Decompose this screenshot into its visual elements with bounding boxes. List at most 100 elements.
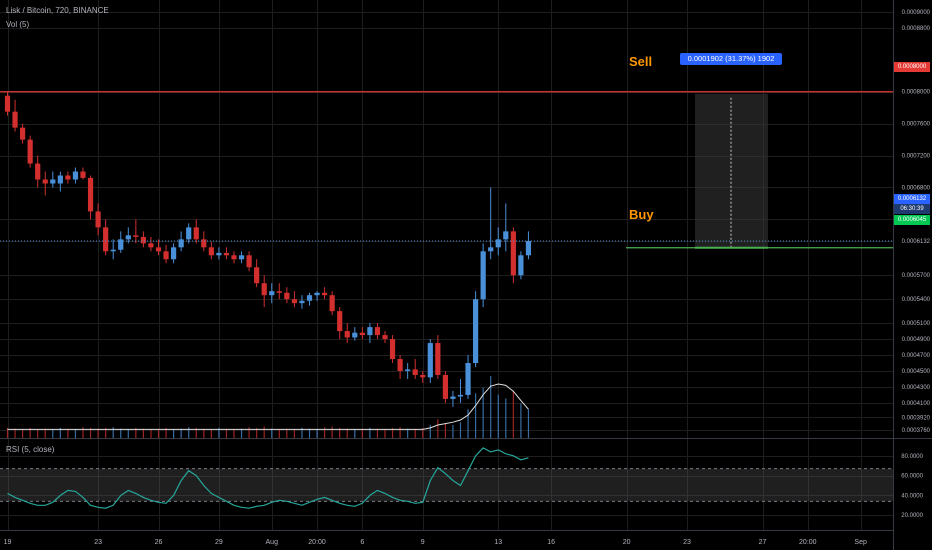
candle-body bbox=[193, 227, 199, 240]
volume-indicator-label[interactable]: Vol (5) bbox=[6, 20, 30, 29]
candle-body bbox=[314, 292, 320, 296]
time-axis[interactable]: 19 23 26 29 Aug 20:00 6 9 13 16 20 23 27 20:00 Sep bbox=[4, 539, 867, 546]
candle bbox=[4, 91, 11, 116]
price-axis[interactable]: 0.0009000 0.0008800 0.0008000 0.0007600 0.00… bbox=[902, 10, 931, 434]
candle-body bbox=[140, 236, 146, 244]
candle-body bbox=[80, 171, 86, 178]
volume-bar bbox=[59, 427, 61, 438]
time-tick-label: 20 bbox=[623, 539, 631, 546]
price-tick-label: 0.0009000 bbox=[902, 10, 931, 16]
candle bbox=[465, 355, 471, 399]
volume-bar bbox=[203, 428, 205, 438]
volume-bar bbox=[452, 425, 454, 438]
volume-bar bbox=[89, 427, 92, 438]
rsi-indicator-label[interactable]: RSI (5, close) bbox=[6, 445, 55, 454]
candle bbox=[208, 241, 214, 260]
price-tick-label: 0.0008800 bbox=[902, 26, 931, 32]
price-tick-label: 0.0005700 bbox=[902, 273, 931, 279]
candle bbox=[276, 283, 282, 300]
candle-body bbox=[495, 239, 501, 248]
candle bbox=[442, 370, 448, 403]
candle bbox=[35, 155, 41, 188]
candle bbox=[12, 99, 18, 132]
candle-body bbox=[488, 247, 494, 252]
volume-bar bbox=[233, 429, 235, 438]
volume-bar bbox=[384, 429, 386, 438]
volume-bar bbox=[52, 429, 54, 438]
candle-body bbox=[269, 291, 275, 296]
price-tick-label: 0.0006800 bbox=[902, 185, 931, 191]
volume-bar bbox=[301, 427, 303, 438]
candle bbox=[186, 223, 192, 244]
volume-bar bbox=[399, 427, 401, 438]
candle bbox=[87, 175, 94, 220]
rsi-tick-label: 40.0000 bbox=[901, 493, 923, 499]
candle bbox=[254, 259, 260, 288]
candle bbox=[503, 203, 509, 252]
measure-label: 0.0001902 (31.37%) 1902 bbox=[680, 53, 782, 65]
candle-body bbox=[352, 332, 358, 338]
last-price-tag: 0.0006132 bbox=[894, 194, 930, 204]
time-tick-label: 23 bbox=[683, 539, 691, 546]
candle-body bbox=[465, 363, 471, 395]
candle-body bbox=[457, 394, 464, 397]
candle-body bbox=[148, 243, 154, 248]
sell-price-tag: 0.0008000 bbox=[894, 62, 930, 72]
candle-body bbox=[420, 374, 426, 378]
candle bbox=[65, 171, 71, 184]
candle-body bbox=[284, 292, 290, 300]
candle-body bbox=[125, 235, 131, 240]
candle-body bbox=[389, 339, 396, 360]
sell-annotation: Sell bbox=[629, 54, 653, 69]
candle-body bbox=[435, 343, 441, 375]
candle bbox=[178, 231, 184, 252]
volume-bar bbox=[67, 428, 69, 438]
volume-bar bbox=[422, 427, 424, 438]
candle bbox=[50, 171, 56, 188]
volume-bar bbox=[346, 428, 348, 438]
buy-price-tag: 0.0006045 bbox=[894, 215, 930, 225]
candle-body bbox=[163, 251, 169, 260]
time-tick-label: 16 bbox=[547, 539, 555, 546]
price-tick-label: 0.0004500 bbox=[902, 369, 931, 375]
symbol-title[interactable]: Lisk / Bitcoin, 720, BINANCE bbox=[6, 6, 109, 15]
candle bbox=[420, 370, 426, 383]
candle-body bbox=[246, 255, 252, 268]
candle bbox=[42, 171, 48, 196]
candle bbox=[374, 323, 381, 340]
volume-bar bbox=[490, 376, 492, 438]
candle-body bbox=[42, 179, 48, 184]
volume-bar bbox=[218, 427, 220, 438]
candle bbox=[457, 378, 464, 403]
candle-body bbox=[50, 179, 56, 184]
time-tick-label: 13 bbox=[494, 539, 502, 546]
candle-body bbox=[359, 332, 365, 336]
volume-bar bbox=[195, 427, 197, 438]
time-tick-label: 19 bbox=[4, 539, 12, 546]
volume-bar bbox=[6, 427, 9, 438]
candle bbox=[412, 359, 418, 379]
candle bbox=[171, 243, 177, 264]
price-tick-label: 0.0005100 bbox=[902, 321, 931, 327]
volume-bar bbox=[286, 428, 288, 438]
volume-bar bbox=[467, 409, 469, 438]
volume-bar bbox=[429, 425, 431, 438]
rsi-tick-label: 80.0000 bbox=[901, 454, 923, 460]
volume-bar bbox=[180, 428, 182, 438]
candle-body bbox=[87, 177, 94, 212]
volume-ma-line bbox=[7, 383, 529, 430]
rsi-axis[interactable]: 80.0000 60.0000 40.0000 20.0000 bbox=[901, 454, 923, 519]
rsi-band bbox=[0, 468, 893, 502]
candle bbox=[27, 135, 33, 168]
volume-bar bbox=[157, 428, 160, 438]
candle bbox=[231, 251, 237, 264]
time-tick-label: 20:00 bbox=[799, 539, 817, 546]
candle bbox=[284, 287, 290, 304]
price-tick-label: 0.0004300 bbox=[902, 385, 931, 391]
volume-bar bbox=[165, 427, 167, 438]
candle bbox=[510, 227, 516, 284]
candle-body bbox=[72, 171, 79, 180]
candle-body bbox=[223, 252, 230, 256]
buy-annotation: Buy bbox=[629, 207, 654, 222]
